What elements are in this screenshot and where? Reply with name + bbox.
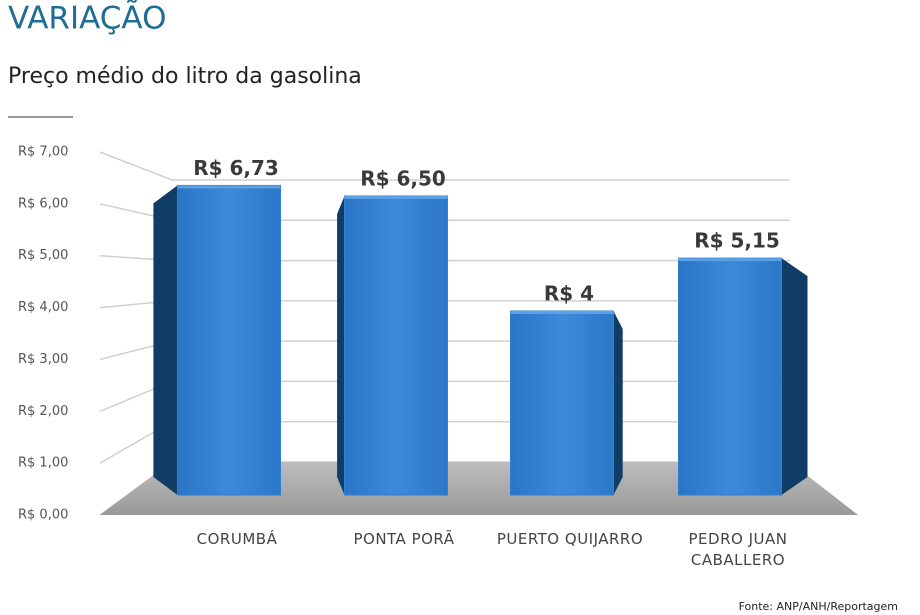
grid-line — [99, 151, 790, 181]
bar-top — [177, 185, 281, 189]
bar-side — [781, 258, 808, 495]
bar — [510, 310, 614, 496]
source: Fonte: ANP/ANH/Reportagem — [739, 600, 898, 613]
bar — [344, 195, 448, 496]
chart-subtitle: Preço médio do litro da gasolina — [8, 64, 362, 89]
y-tick-label: R$ 6,00 — [18, 196, 68, 211]
value-label: R$ 5,15 — [694, 229, 780, 253]
bar-side — [613, 311, 623, 495]
bar-side — [153, 185, 178, 496]
y-tick-label: R$ 5,00 — [18, 248, 68, 263]
y-tick-label: R$ 3,00 — [18, 352, 68, 367]
value-label: R$ 6,73 — [193, 156, 279, 180]
bar — [177, 184, 281, 496]
bar — [678, 257, 782, 496]
value-label: R$ 6,50 — [360, 167, 446, 191]
bar-top — [344, 196, 448, 199]
y-tick-label: R$ 1,00 — [18, 456, 68, 471]
bar-top — [510, 311, 614, 314]
y-tick-label: R$ 0,00 — [18, 508, 68, 523]
x-tick-label: PUERTO QUIJARRO — [496, 530, 644, 548]
chart-title: VARIAÇÃO — [8, 1, 166, 37]
value-label: R$ 4 — [544, 282, 594, 306]
x-tick-label: PONTA PORÃ — [353, 530, 455, 548]
y-tick-label: R$ 4,00 — [18, 300, 68, 315]
bar-side — [337, 196, 345, 495]
y-tick-label: R$ 7,00 — [18, 145, 68, 160]
y-tick-label: R$ 2,00 — [18, 404, 68, 419]
bar-top — [678, 258, 782, 262]
x-tick-label: PEDRO JUAN CABALLERO — [688, 530, 788, 569]
x-tick-label: CORUMBÁ — [196, 530, 278, 548]
floor — [100, 462, 858, 515]
